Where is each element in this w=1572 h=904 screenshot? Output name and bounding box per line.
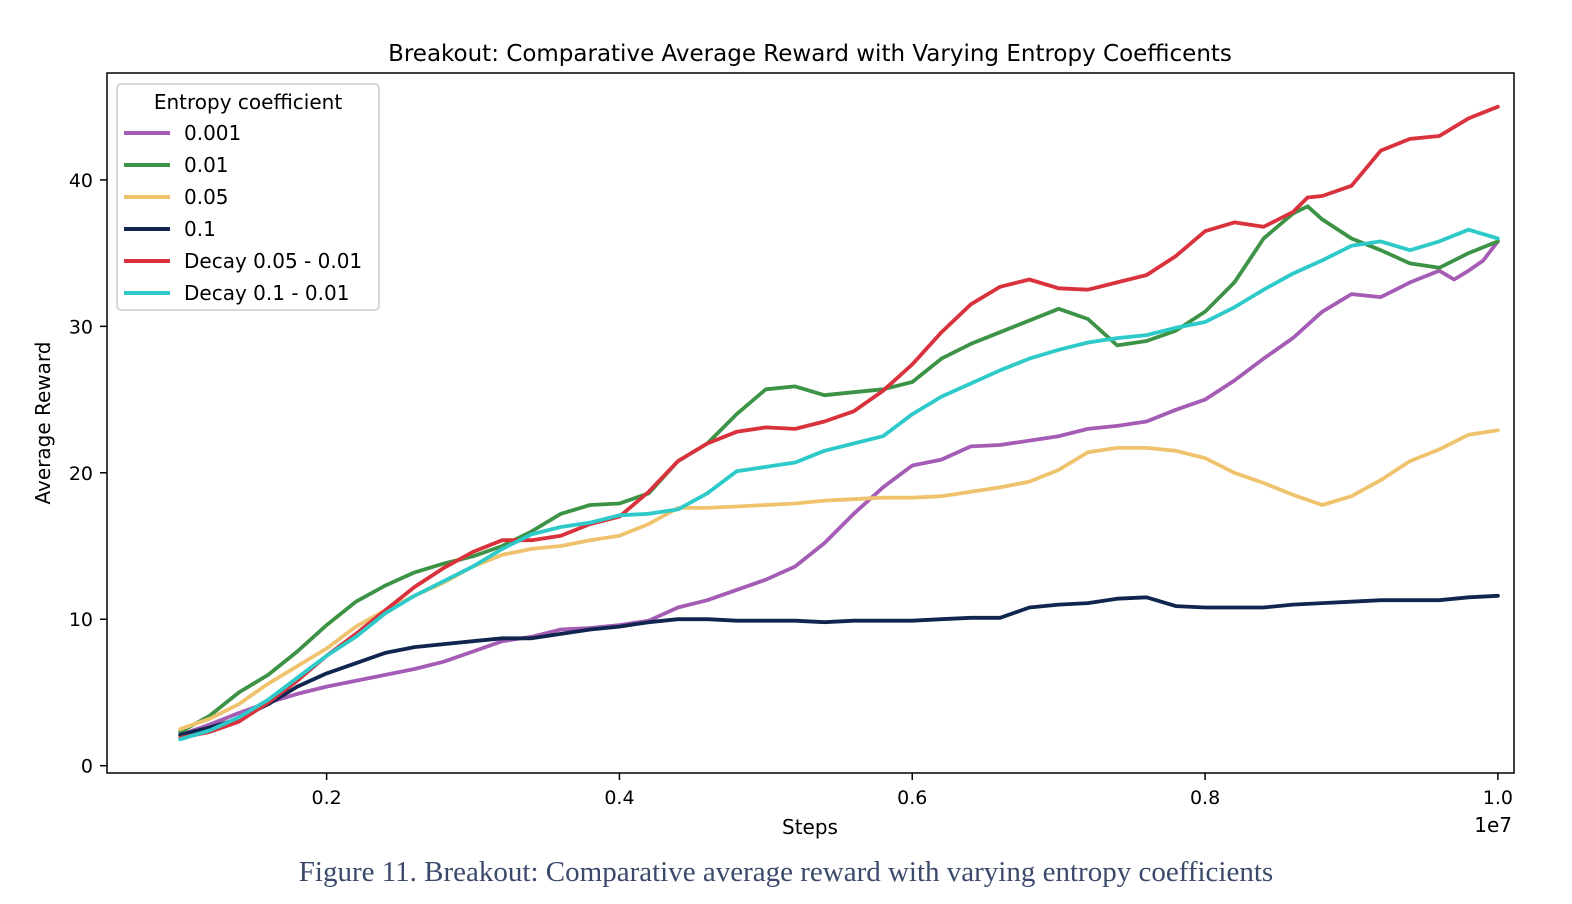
legend-item: 0.1 bbox=[124, 217, 216, 241]
series-line-Decay-0-05-0-01 bbox=[178, 104, 1500, 740]
x-tick-label: 0.6 bbox=[897, 787, 927, 809]
legend-label: Decay 0.05 - 0.01 bbox=[184, 249, 362, 273]
legend-label: 0.05 bbox=[184, 185, 229, 209]
chart-title: Breakout: Comparative Average Reward wit… bbox=[388, 41, 1232, 67]
y-tick-label: 10 bbox=[69, 609, 93, 631]
legend-label: 0.1 bbox=[184, 217, 216, 241]
y-tick-label: 40 bbox=[69, 170, 93, 192]
series-line-Decay-0-1-0-01 bbox=[178, 227, 1500, 742]
legend-items: 0.001 0.01 0.05 0.1 Decay 0.05 - 0.01 Decay 0… bbox=[124, 121, 362, 305]
x-axis: 0.2 0.4 0.6 0.8 1.0 bbox=[312, 773, 1513, 809]
y-axis-label: Average Reward bbox=[31, 342, 55, 505]
x-tick-label: 0.4 bbox=[604, 787, 634, 809]
series-line-0-001 bbox=[178, 239, 1500, 737]
legend-label: 0.001 bbox=[184, 121, 241, 145]
y-tick-label: 0 bbox=[81, 756, 93, 778]
plot-frame bbox=[106, 72, 1515, 774]
legend-label: Decay 0.1 - 0.01 bbox=[184, 281, 349, 305]
x-axis-offset-label: 1e7 bbox=[1474, 813, 1512, 837]
x-tick-label: 0.2 bbox=[312, 787, 342, 809]
legend-item: Decay 0.05 - 0.01 bbox=[124, 249, 362, 273]
legend-label: 0.01 bbox=[184, 153, 229, 177]
y-tick-label: 20 bbox=[69, 463, 93, 485]
legend-title: Entropy coefficient bbox=[154, 90, 342, 114]
legend-box bbox=[116, 83, 380, 311]
series-line-0-05 bbox=[178, 428, 1500, 731]
legend-item: 0.05 bbox=[124, 185, 229, 209]
plot-lines bbox=[178, 104, 1500, 742]
y-axis: 0 10 20 30 40 bbox=[69, 170, 107, 778]
x-tick-label: 1.0 bbox=[1483, 787, 1513, 809]
legend-item: 0.001 bbox=[124, 121, 241, 145]
legend-item: 0.01 bbox=[124, 153, 229, 177]
y-tick-label: 30 bbox=[69, 316, 93, 338]
series-line-0-01 bbox=[178, 204, 1500, 734]
figure-caption: Figure 11. Breakout: Comparative average… bbox=[298, 856, 1274, 888]
x-tick-label: 0.8 bbox=[1190, 787, 1220, 809]
x-axis-label: Steps bbox=[782, 815, 838, 839]
legend: Entropy coefficient 0.001 0.01 0.05 0.1 Deca… bbox=[116, 83, 380, 311]
series-line-0-1 bbox=[178, 593, 1500, 737]
legend-item: Decay 0.1 - 0.01 bbox=[124, 281, 349, 305]
